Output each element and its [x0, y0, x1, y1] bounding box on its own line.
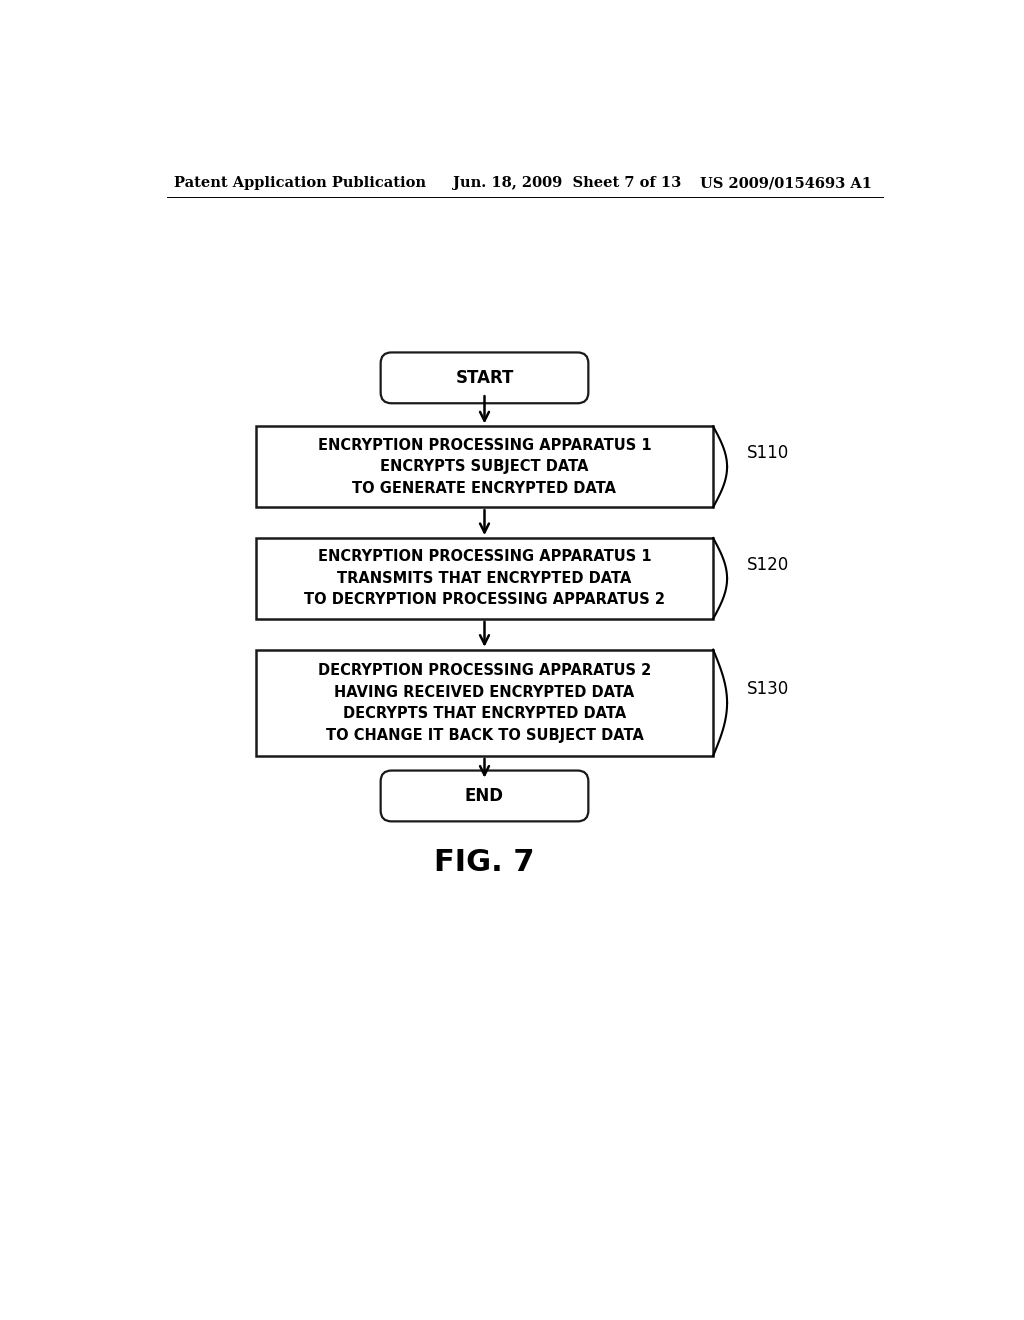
FancyBboxPatch shape — [381, 352, 589, 404]
Text: S130: S130 — [746, 680, 788, 698]
FancyBboxPatch shape — [256, 426, 713, 507]
Text: FIG. 7: FIG. 7 — [434, 849, 535, 878]
Text: TO GENERATE ENCRYPTED DATA: TO GENERATE ENCRYPTED DATA — [352, 480, 616, 496]
Text: US 2009/0154693 A1: US 2009/0154693 A1 — [700, 176, 872, 190]
FancyBboxPatch shape — [256, 649, 713, 756]
FancyBboxPatch shape — [256, 539, 713, 619]
Text: Jun. 18, 2009  Sheet 7 of 13: Jun. 18, 2009 Sheet 7 of 13 — [454, 176, 682, 190]
Text: Patent Application Publication: Patent Application Publication — [174, 176, 427, 190]
Text: TO DECRYPTION PROCESSING APPARATUS 2: TO DECRYPTION PROCESSING APPARATUS 2 — [304, 593, 665, 607]
Text: DECRYPTS THAT ENCRYPTED DATA: DECRYPTS THAT ENCRYPTED DATA — [343, 706, 626, 721]
Text: S120: S120 — [746, 556, 788, 574]
Text: END: END — [465, 787, 504, 805]
Text: HAVING RECEIVED ENCRYPTED DATA: HAVING RECEIVED ENCRYPTED DATA — [335, 685, 635, 700]
Text: ENCRYPTS SUBJECT DATA: ENCRYPTS SUBJECT DATA — [380, 459, 589, 474]
Text: TRANSMITS THAT ENCRYPTED DATA: TRANSMITS THAT ENCRYPTED DATA — [337, 572, 632, 586]
Text: START: START — [456, 368, 514, 387]
FancyBboxPatch shape — [381, 771, 589, 821]
Text: TO CHANGE IT BACK TO SUBJECT DATA: TO CHANGE IT BACK TO SUBJECT DATA — [326, 727, 643, 743]
Text: ENCRYPTION PROCESSING APPARATUS 1: ENCRYPTION PROCESSING APPARATUS 1 — [317, 549, 651, 565]
Text: S110: S110 — [746, 444, 788, 462]
Text: DECRYPTION PROCESSING APPARATUS 2: DECRYPTION PROCESSING APPARATUS 2 — [317, 663, 651, 678]
Text: ENCRYPTION PROCESSING APPARATUS 1: ENCRYPTION PROCESSING APPARATUS 1 — [317, 438, 651, 453]
